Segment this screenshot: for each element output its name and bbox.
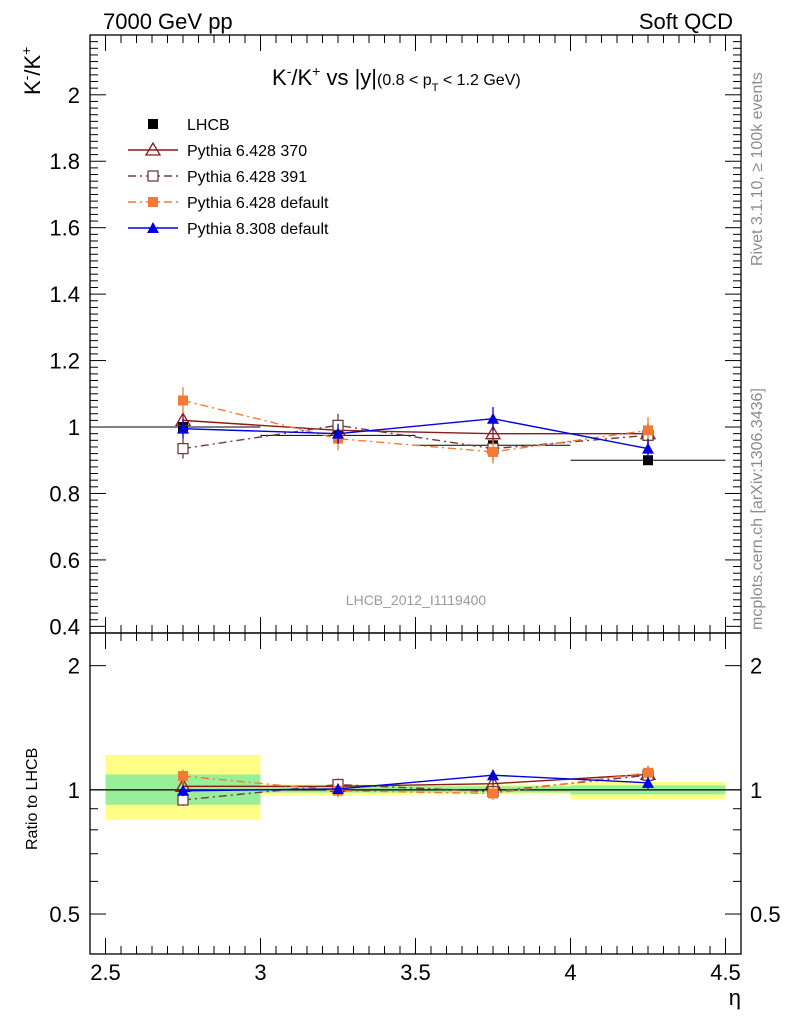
main-point-3 [488,446,498,457]
chart-title: K-/K+ vs |y|(0.8 < pT < 1.2 GeV) [272,63,521,94]
ratio-point-3 [332,782,344,794]
y-label-k: K [20,80,45,95]
title-slash: /K [291,65,312,90]
y-tick-label: 0.8 [49,481,80,506]
ratio-y-tick-label: 0.5 [49,902,80,927]
legend-label-2: Pythia 6.428 391 [187,169,307,186]
ratio-y-tick-label-right: 2 [750,654,762,679]
main-series-line-2 [182,424,649,450]
main-point-4 [332,427,344,439]
y-tick-label: 2 [68,83,80,108]
main-series-line-4 [182,418,649,450]
header-left: 7000 GeV pp [103,9,233,34]
y-label-sup2: + [18,47,34,55]
legend: LHCB Pythia 6.428 370 Pythia 6.428 391 Pyth… [128,117,329,238]
legend-marker-3 [148,197,158,207]
side-label-top: Rivet 3.1.10, ≥ 100k events [749,72,766,266]
legend-label-3: Pythia 6.428 default [187,195,329,212]
x-tick-label: 2.5 [90,960,121,985]
main-point-4 [642,442,654,454]
legend-marker-1 [144,141,162,156]
x-tick-label: 3 [254,960,266,985]
legend-label-1: Pythia 6.428 370 [187,143,307,160]
main-point-4 [177,422,189,434]
x-axis-label: η [729,985,741,1010]
y-tick-label: 1.8 [49,149,80,174]
ratio-series-line-1 [182,774,649,801]
legend-label-4: Pythia 8.308 default [187,221,329,238]
title-k: K [272,65,287,90]
ratio-y-axis-label: Ratio to LHCB [24,748,41,850]
y-label-slash: /K [20,55,45,76]
title-mid: vs |y| [320,65,377,90]
ratio-point-3 [487,769,499,781]
main-panel: 0.4 0.6 0.8 1 1.2 1.4 1.6 1.8 2 [49,34,742,639]
ratio-series-line-2 [182,772,649,795]
y-tick-label: 1.6 [49,216,80,241]
y-tick-label: 0.6 [49,548,80,573]
ratio-point-3 [642,776,654,788]
ratio-point-3 [177,784,189,796]
y-tick-label: 1 [68,415,80,440]
ratio-point-1 [177,794,189,806]
title-paren: (0.8 < p [377,72,432,89]
title-sub: T [432,82,439,94]
ratio-panel: 2.5 3 3.5 4 4.5 0.5 0.5 1 1 2 2 [49,632,781,985]
analysis-watermark: LHCB_2012_I1119400 [346,592,487,608]
header-right: Soft QCD [639,9,733,34]
main-series-line-3 [182,399,649,453]
title-sup2: + [312,63,320,79]
ratio-y-tick-label-right: 1 [750,778,762,803]
ratio-y-tick-label: 1 [68,778,80,803]
side-label-bottom: mcplots.cern.ch [arXiv:1306.3436] [749,388,766,630]
y-tick-label: 1.2 [49,349,80,374]
ratio-point-2 [643,767,653,778]
x-tick-label: 4 [564,960,576,985]
title-tail: < 1.2 GeV) [438,72,520,89]
main-point-3 [178,395,188,406]
main-point-3 [643,425,653,436]
y-label-sup1: - [18,75,34,80]
main-point-0 [643,455,653,466]
y-tick-label: 1.4 [49,282,80,307]
legend-marker-4 [147,222,159,233]
ratio-y-tick-label: 2 [68,654,80,679]
main-point-4 [487,412,499,424]
legend-label-0: LHCB [187,117,230,134]
legend-marker-0 [148,119,158,129]
x-tick-label: 3.5 [400,960,431,985]
ratio-point-2 [178,771,188,782]
ratio-point-2 [488,788,498,799]
ratio-series-line-3 [182,774,649,792]
ratio-y-tick-label-right: 0.5 [750,902,781,927]
x-tick-label: 4.5 [710,960,741,985]
title-sup1: - [287,63,292,79]
main-point-2 [177,442,189,455]
y-tick-label: 0.4 [49,614,80,639]
legend-marker-2 [147,170,159,182]
y-axis-label-main: K-/K+ [18,47,45,95]
